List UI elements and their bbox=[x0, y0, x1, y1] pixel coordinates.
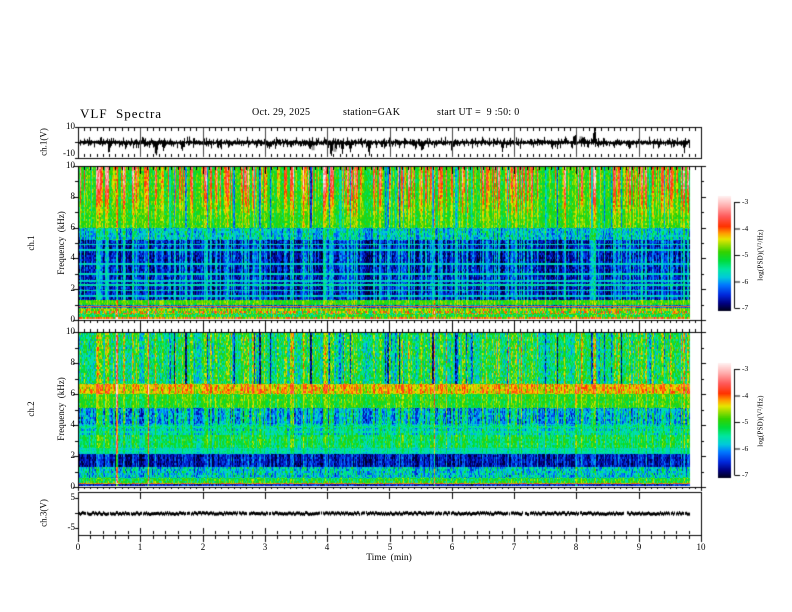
colorbar1-tick-label: -4 bbox=[742, 223, 749, 233]
ch1-voltage-axis-label: ch.1(V) bbox=[38, 128, 49, 156]
colorbar1-label: log(PSD)(V²/Hz) bbox=[756, 229, 765, 281]
colorbar2-tick-label: -3 bbox=[742, 364, 749, 373]
time-axis-label: Time (min) bbox=[366, 553, 412, 563]
figure-date: Oct. 29, 2025 bbox=[252, 107, 311, 118]
x-axis-tick-label: 4 bbox=[324, 542, 330, 552]
x-axis-tick-label: 9 bbox=[636, 542, 642, 552]
ch2-frequency-axis-label-line2: Frequency (kHz) bbox=[56, 377, 66, 441]
figure-title: VLF Spectra bbox=[80, 106, 163, 121]
ch3-voltage-axis-label: ch.3(V) bbox=[38, 499, 49, 527]
x-axis-tick-label: 7 bbox=[511, 542, 517, 552]
ch1-spec-tick-label: 2 bbox=[70, 283, 76, 293]
ch2-spec-tick-label: 2 bbox=[70, 450, 76, 460]
x-axis-tick-label: 6 bbox=[449, 542, 455, 552]
x-axis-tick-label: 2 bbox=[200, 542, 206, 552]
ch3-wave-tick-label: -5 bbox=[67, 522, 76, 532]
ch2-spec-tick-label: 4 bbox=[70, 419, 76, 429]
ch2-frequency-axis-label: ch.2 Frequency (kHz) bbox=[6, 377, 86, 440]
colorbar1-tick-label: -3 bbox=[742, 197, 749, 206]
ch1-wave-tick-label: 10 bbox=[66, 121, 75, 131]
ch2-spec-tick-label: 10 bbox=[66, 326, 75, 336]
colorbar2-tick-label: -5 bbox=[742, 417, 749, 426]
ch1-spec-tick-label: 10 bbox=[66, 160, 75, 170]
ch1-frequency-axis-label: ch.1 Frequency (kHz) bbox=[6, 211, 86, 274]
colorbar1-tick-label: -5 bbox=[742, 250, 749, 259]
x-axis-tick-label: 3 bbox=[262, 542, 268, 552]
station-label: station=GAK bbox=[343, 107, 401, 118]
ch2-spec-tick-label: 8 bbox=[70, 357, 76, 367]
ch1-spec-tick-label: 6 bbox=[70, 222, 76, 232]
ch1-frequency-axis-label-line2: Frequency (kHz) bbox=[56, 211, 66, 275]
colorbar1-tick-label: -6 bbox=[742, 276, 749, 286]
colorbar2-tick-label: -6 bbox=[742, 443, 749, 453]
x-axis-tick-label: 5 bbox=[387, 542, 393, 552]
colorbar2-tick-label: -7 bbox=[742, 470, 749, 479]
x-axis-tick-label: 8 bbox=[573, 542, 579, 552]
ch3-wave-tick-label: 5 bbox=[70, 492, 76, 502]
ch2-spec-tick-label: 0 bbox=[70, 481, 76, 491]
x-axis-tick-label: 1 bbox=[137, 542, 143, 552]
ch1-spec-tick-label: 0 bbox=[70, 314, 76, 324]
ch1-wave-tick-label: -10 bbox=[63, 148, 75, 158]
colorbar2-label: log(PSD)(V²/Hz) bbox=[756, 395, 765, 447]
ch1-spec-tick-label: 4 bbox=[70, 252, 76, 262]
x-axis-tick-label: 0 bbox=[75, 542, 81, 552]
ch1-spec-tick-label: 8 bbox=[70, 191, 76, 201]
ch2-spec-tick-label: 6 bbox=[70, 388, 76, 398]
ch2-frequency-axis-label-line1: ch.2 bbox=[26, 401, 36, 417]
start-ut-label: start UT = 9 :50: 0 bbox=[437, 107, 520, 118]
ch1-frequency-axis-label-line1: ch.1 bbox=[26, 235, 36, 251]
colorbar1-tick-label: -7 bbox=[742, 303, 749, 312]
x-axis-tick-label: 10 bbox=[696, 542, 706, 552]
colorbar2-tick-label: -4 bbox=[742, 390, 749, 400]
